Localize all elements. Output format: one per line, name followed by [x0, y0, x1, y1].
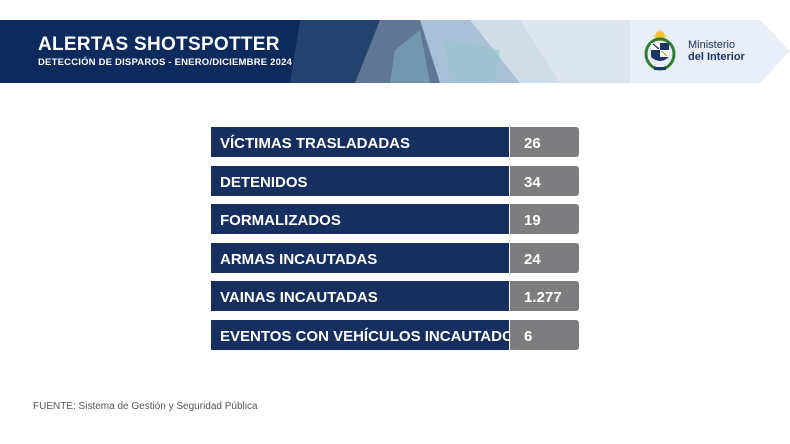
- source-note: FUENTE: Sistema de Gestión y Seguridad P…: [33, 401, 258, 412]
- stat-value: 19: [510, 204, 579, 235]
- ministry-logo: Ministerio del Interior: [640, 29, 760, 73]
- page-title: ALERTAS SHOTSPOTTER: [38, 34, 280, 55]
- stat-value: 1.277: [510, 281, 579, 312]
- stat-row-formalizados: FORMALIZADOS 19: [211, 204, 579, 235]
- stat-label: VÍCTIMAS TRASLADADAS: [211, 127, 509, 157]
- stats-table: VÍCTIMAS TRASLADADAS 26 DETENIDOS 34 FOR…: [211, 127, 579, 359]
- ministry-name-line2: del Interior: [688, 51, 745, 63]
- stat-value: 26: [510, 127, 579, 157]
- banner-background: [0, 20, 790, 83]
- stat-row-eventos-vehiculos: EVENTOS CON VEHÍCULOS INCAUTADOS 6: [211, 319, 579, 350]
- stat-row-vainas: VAINAS INCAUTADAS 1.277: [211, 281, 579, 312]
- stat-row-armas: ARMAS INCAUTADAS 24: [211, 242, 579, 273]
- stat-row-victimas: VÍCTIMAS TRASLADADAS 26: [211, 127, 579, 157]
- stat-value: 6: [510, 319, 579, 350]
- stat-label: DETENIDOS: [211, 165, 509, 196]
- page-subtitle: DETECCIÓN DE DISPAROS - ENERO/DICIEMBRE …: [38, 57, 293, 68]
- stat-row-detenidos: DETENIDOS 34: [211, 165, 579, 196]
- ministry-name-line1: Ministerio: [688, 39, 736, 51]
- header-banner: ALERTAS SHOTSPOTTER DETECCIÓN DE DISPARO…: [0, 20, 790, 83]
- stat-value: 34: [510, 165, 579, 196]
- stat-label: EVENTOS CON VEHÍCULOS INCAUTADOS: [211, 319, 509, 350]
- stat-label: ARMAS INCAUTADAS: [211, 242, 509, 273]
- stat-value: 24: [510, 242, 579, 273]
- stat-label: FORMALIZADOS: [211, 204, 509, 235]
- coat-of-arms-icon: [644, 29, 676, 71]
- stat-label: VAINAS INCAUTADAS: [211, 281, 509, 312]
